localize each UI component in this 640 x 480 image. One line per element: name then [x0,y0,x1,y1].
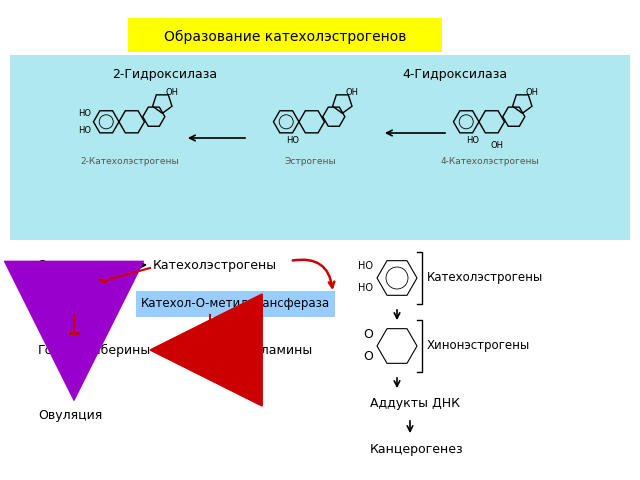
Text: HO: HO [78,109,91,118]
FancyBboxPatch shape [10,55,630,240]
Text: HO: HO [287,136,300,145]
FancyBboxPatch shape [136,291,335,317]
Text: Катехол-О-метилтрансфераза: Катехол-О-метилтрансфераза [140,298,330,311]
Text: OH: OH [490,141,503,149]
Text: O: O [363,349,373,362]
Text: Аддукты ДНК: Аддукты ДНК [370,397,460,410]
Text: Катехолэстрогены: Катехолэстрогены [427,272,543,285]
Text: Катехолэстрогены: Катехолэстрогены [153,259,277,272]
Text: HO: HO [358,261,373,271]
Text: OH: OH [346,88,358,97]
Text: Эстрогены: Эстрогены [38,259,109,272]
Text: Канцерогенез: Канцерогенез [370,443,463,456]
Text: Э-Рц: Э-Рц [60,298,88,311]
Text: Эстрогены: Эстрогены [284,157,336,167]
Text: HO: HO [78,126,91,135]
Text: OH: OH [166,88,179,97]
Text: 2-Гидроксилаза: 2-Гидроксилаза [113,68,218,81]
Text: Образование катехолэстрогенов: Образование катехолэстрогенов [164,30,406,44]
Text: Катехоламины: Катехоламины [215,344,313,357]
Text: O: O [363,327,373,340]
Text: HO: HO [467,136,479,145]
FancyBboxPatch shape [45,291,104,317]
Text: 2-Катехолэстрогены: 2-Катехолэстрогены [81,157,179,167]
Text: HO: HO [358,283,373,293]
Text: 4-Катехолэстрогены: 4-Катехолэстрогены [441,157,540,167]
Text: 4-Гидроксилаза: 4-Гидроксилаза [403,68,508,81]
Text: Овуляция: Овуляция [38,408,102,421]
FancyBboxPatch shape [128,18,442,52]
Text: OH: OH [525,88,539,97]
Text: Гонадолиберины: Гонадолиберины [38,344,151,357]
Text: Хинонэстрогены: Хинонэстрогены [427,339,531,352]
